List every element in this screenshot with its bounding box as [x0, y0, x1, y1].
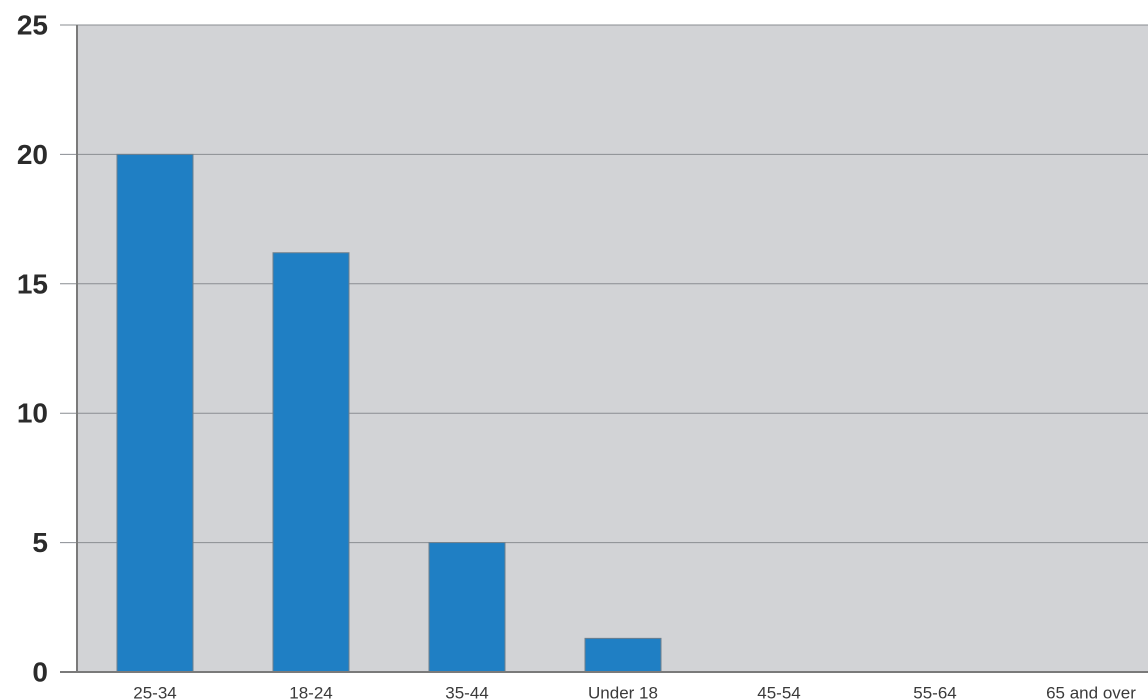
x-axis-tick-labels: 25-34 18-24 35-44 Under 18 45-54 55-64 65 and … [133, 684, 1136, 700]
x-tick-label: Under 18 [588, 684, 658, 700]
axes [60, 25, 1148, 673]
bar-18-24 [272, 252, 350, 673]
x-tick-label: 25-34 [133, 684, 176, 700]
y-axis-tick-labels: 0 5 10 15 20 25 [17, 10, 48, 688]
bars [116, 153, 662, 673]
gridlines [60, 24, 1148, 544]
x-tick-label: 65 and over [1046, 684, 1136, 700]
plot-background [77, 25, 1148, 672]
x-tick-label: 18-24 [289, 684, 332, 700]
y-tick-label: 5 [32, 527, 48, 558]
y-tick-label: 25 [17, 10, 48, 41]
x-tick-label: 45-54 [757, 684, 800, 700]
bar-under-18 [584, 637, 662, 673]
bar-25-34 [116, 153, 194, 673]
x-tick-label: 35-44 [445, 684, 488, 700]
y-tick-label: 10 [17, 398, 48, 429]
y-tick-label: 15 [17, 268, 48, 299]
x-tick-label: 55-64 [913, 684, 956, 700]
y-tick-label: 0 [32, 657, 48, 688]
y-tick-label: 20 [17, 139, 48, 170]
bar-35-44 [428, 542, 506, 673]
